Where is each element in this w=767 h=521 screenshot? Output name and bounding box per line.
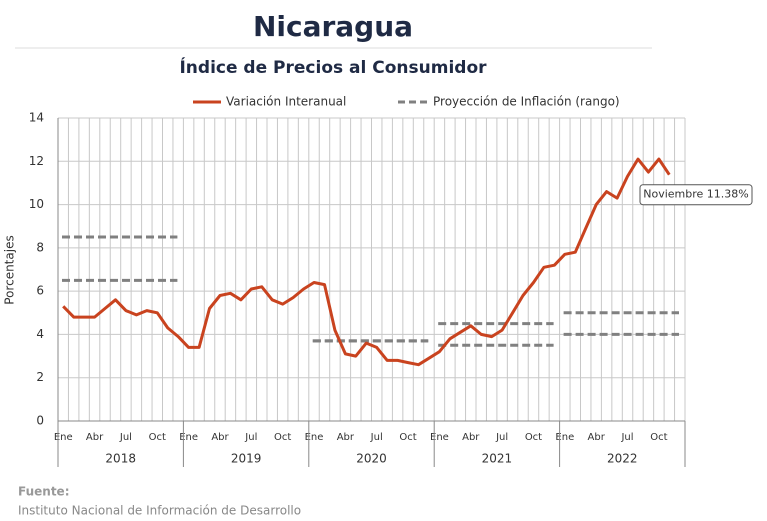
year-label: 2022 [607, 452, 638, 466]
x-tick-label: Abr [337, 432, 355, 443]
x-tick-label: Ene [179, 432, 198, 443]
x-tick-label: Jul [244, 432, 257, 443]
legend-label: Variación Interanual [226, 95, 346, 109]
y-tick-label: 6 [36, 284, 44, 298]
chart-title: Nicaragua [253, 10, 413, 43]
year-label: 2019 [231, 452, 262, 466]
x-tick-label: Ene [555, 432, 574, 443]
x-tick-label: Ene [430, 432, 449, 443]
year-label: 2020 [356, 452, 387, 466]
x-tick-label: Ene [305, 432, 324, 443]
x-tick-label: Abr [86, 432, 104, 443]
series-line [62, 157, 671, 367]
x-tick-label: Abr [462, 432, 480, 443]
y-tick-label: 14 [29, 111, 44, 125]
x-tick-label: Oct [399, 432, 416, 443]
legend-label: Proyección de Inflación (rango) [433, 95, 620, 109]
y-tick-label: 12 [29, 154, 44, 168]
x-tick-label: Jul [495, 432, 508, 443]
y-axis-label: Porcentajes [3, 235, 17, 304]
x-tick-label: Oct [274, 432, 291, 443]
x-tick-label: Jul [620, 432, 633, 443]
source-label: Fuente: [18, 485, 70, 499]
y-tick-label: 10 [29, 197, 44, 211]
source: Instituto Nacional de Información de Des… [18, 504, 301, 518]
annotation: Noviembre 11.38% [643, 188, 748, 201]
chart-subtitle: Índice de Precios al Consumidor [179, 56, 487, 78]
y-tick-label: 4 [36, 327, 44, 341]
y-tick-label: 8 [36, 240, 44, 254]
y-tick-label: 2 [36, 370, 44, 384]
year-label: 2021 [482, 452, 513, 466]
x-tick-label: Abr [211, 432, 229, 443]
year-label: 2018 [105, 452, 136, 466]
x-tick-label: Jul [119, 432, 132, 443]
y-tick-label: 0 [36, 414, 44, 428]
x-tick-label: Abr [588, 432, 606, 443]
x-tick-label: Oct [650, 432, 667, 443]
x-tick-label: Oct [525, 432, 542, 443]
x-tick-label: Ene [54, 432, 73, 443]
x-tick-label: Jul [370, 432, 383, 443]
annotation-box [639, 184, 753, 206]
x-tick-label: Oct [149, 432, 166, 443]
